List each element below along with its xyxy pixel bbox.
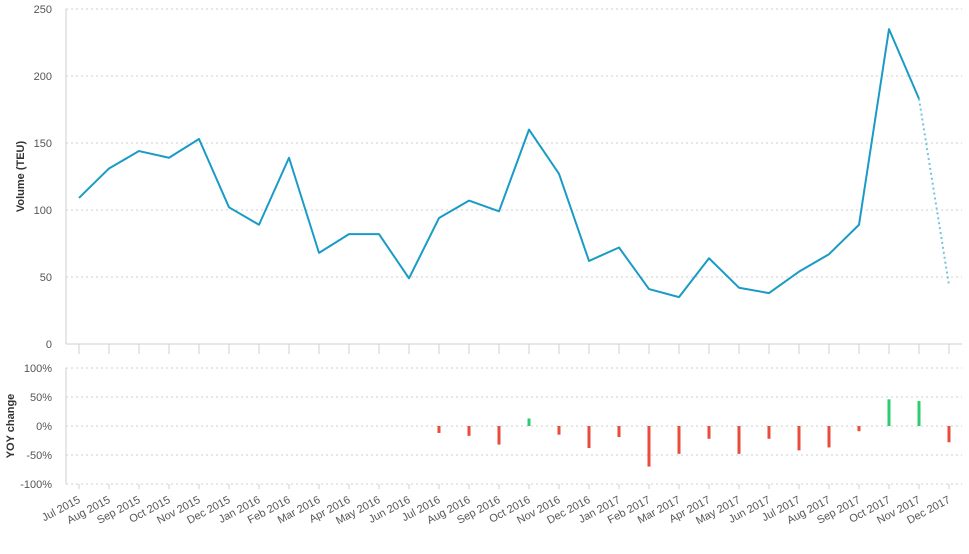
volume-y-tick-label: 250 [34, 4, 52, 16]
shared-x-axis-ticks [79, 344, 949, 354]
yoy-bar [648, 426, 651, 467]
yoy-y-tick-label: 100% [24, 363, 52, 375]
yoy-y-tick-label: 50% [30, 392, 52, 404]
yoy-bar [678, 426, 681, 454]
yoy-bar [798, 426, 801, 450]
volume-line [79, 29, 919, 297]
volume-y-tick-label: 200 [34, 71, 52, 83]
volume-grid [66, 9, 962, 344]
volume-y-tick-label: 0 [46, 339, 52, 351]
volume-line-forecast-segment [919, 99, 949, 285]
yoy-bar [468, 426, 471, 436]
yoy-y-tick-label: 0% [36, 421, 52, 433]
yoy-y-axis: 100% 50% 0% -50% -100% [20, 363, 66, 491]
yoy-y-tick-label: -50% [26, 450, 52, 462]
yoy-y-axis-title: YOY change [5, 394, 17, 459]
yoy-bar [948, 426, 951, 442]
yoy-bar [618, 426, 621, 437]
yoy-bar [738, 426, 741, 454]
yoy-bar-series [438, 399, 951, 466]
yoy-bar [708, 426, 711, 439]
volume-y-axis: 0 50 100 150 200 250 [34, 4, 66, 351]
yoy-bar [498, 426, 501, 445]
volume-line-series [79, 29, 949, 297]
yoy-y-tick-label: -100% [20, 479, 52, 491]
yoy-bar [528, 418, 531, 426]
yoy-bar [858, 426, 861, 431]
volume-y-tick-label: 100 [34, 205, 52, 217]
yoy-bar [888, 399, 891, 426]
yoy-bar [768, 426, 771, 439]
volume-y-tick-label: 150 [34, 138, 52, 150]
yoy-bar [918, 401, 921, 426]
yoy-bar [588, 426, 591, 448]
yoy-bar [558, 426, 561, 435]
yoy-bar [438, 426, 441, 433]
volume-y-axis-title: Volume (TEU) [15, 141, 27, 213]
yoy-bar [828, 426, 831, 447]
volume-y-tick-label: 50 [40, 272, 52, 284]
